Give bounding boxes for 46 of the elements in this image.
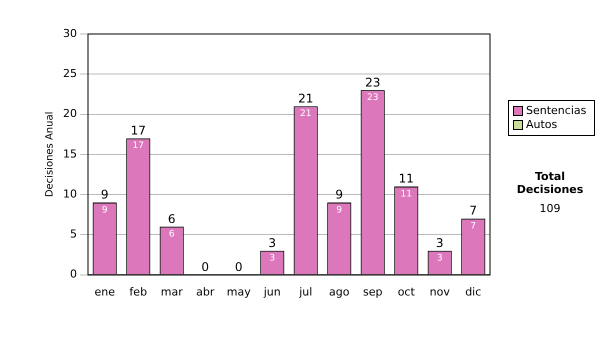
total-label: 7 bbox=[469, 204, 478, 218]
total-label: 3 bbox=[268, 236, 276, 250]
x-tick-label: nov bbox=[430, 285, 450, 298]
data-label: 9 bbox=[102, 205, 108, 216]
total-label: 21 bbox=[298, 91, 314, 106]
x-tick-label: abr bbox=[196, 285, 215, 298]
total-label: 3 bbox=[436, 236, 444, 250]
data-label: 7 bbox=[470, 221, 476, 232]
total-label: 9 bbox=[100, 188, 109, 202]
total-label: 0 bbox=[201, 260, 210, 274]
text: Total Decisiones bbox=[516, 170, 584, 196]
x-tick-label: ago bbox=[329, 285, 350, 298]
x-tick-label: ene bbox=[94, 285, 116, 298]
x-tick-label: oct bbox=[398, 285, 416, 298]
text: 109 bbox=[538, 202, 562, 215]
y-tick-label: 30 bbox=[62, 26, 77, 40]
y-axis-title: Decisiones Anual bbox=[44, 112, 56, 198]
y-tick-label: 20 bbox=[62, 107, 77, 120]
data-label: 21 bbox=[300, 109, 312, 120]
legend-label: Sentencias bbox=[526, 104, 586, 118]
data-label: 23 bbox=[367, 93, 378, 104]
total-label: 0 bbox=[234, 260, 243, 274]
y-tick-label: 25 bbox=[62, 66, 77, 80]
data-label: 6 bbox=[168, 229, 175, 240]
x-tick-label: sep bbox=[363, 285, 383, 298]
y-tick-label: 15 bbox=[62, 147, 77, 160]
y-tick-label: 5 bbox=[70, 228, 77, 241]
total-label: 6 bbox=[168, 212, 176, 226]
data-label: 9 bbox=[336, 205, 342, 216]
x-tick-label: dic bbox=[465, 285, 482, 298]
y-tick-label: 10 bbox=[62, 187, 77, 200]
x-tick-label: mar bbox=[160, 285, 184, 298]
x-tick-label: feb bbox=[129, 285, 148, 298]
data-label: 11 bbox=[400, 189, 412, 200]
data-label: 3 bbox=[269, 254, 276, 264]
total-label: 23 bbox=[365, 75, 380, 90]
total-label: 17 bbox=[130, 123, 146, 138]
legend-label: Autos bbox=[526, 118, 558, 132]
data-label: 3 bbox=[436, 254, 443, 264]
total-label: 9 bbox=[335, 188, 344, 202]
data-label: 17 bbox=[132, 141, 144, 152]
y-tick-label: 0 bbox=[70, 268, 77, 281]
total-label: 11 bbox=[398, 172, 414, 186]
x-tick-label: jul bbox=[298, 285, 312, 298]
x-tick-label: jun bbox=[262, 285, 281, 298]
x-tick-label: may bbox=[226, 285, 252, 298]
